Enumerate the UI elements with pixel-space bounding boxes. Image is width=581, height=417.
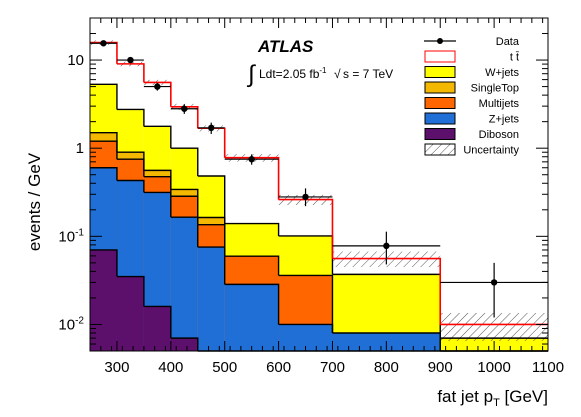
x-tick-label-0: 300 [104, 359, 129, 376]
x-tick-label-1: 400 [158, 359, 183, 376]
legend-entry-2: W+jets [424, 66, 519, 79]
legend: Data t t̄ W+jets SingleTop Multijets Z+jets Di… [424, 36, 520, 157]
bar-diboson-1 [116, 276, 144, 351]
y-tick-label-1: 1 [76, 140, 84, 157]
x-tick-label-8: 1100 [532, 359, 564, 376]
legend-swatch [424, 81, 456, 94]
legend-swatch [424, 112, 456, 125]
legend-label-0: Data [496, 36, 520, 48]
data-point-1 [127, 56, 134, 64]
data-point-4 [208, 124, 215, 132]
data-point-0 [100, 40, 107, 47]
bar-diboson-3 [170, 338, 198, 351]
axis-ticks: 300 400 500 600 700 800 900 1000 1100 10 1 10-1 10-2 [58, 17, 564, 376]
legend-label-1: t t̄ [510, 51, 520, 63]
x-tick-label-3: 600 [266, 359, 291, 376]
legend-label-5: Z+jets [489, 114, 520, 126]
legend-swatch [424, 128, 456, 140]
atlas-label: ATLAS [257, 37, 314, 56]
legend-entry-6: Diboson [424, 128, 519, 141]
x-tick-label-2: 500 [212, 359, 237, 376]
data-point-8 [490, 279, 498, 286]
data-point-6 [302, 193, 309, 201]
x-axis-label: fat jet pT [GeV] [437, 387, 548, 409]
legend-data-marker [437, 38, 443, 44]
legend-label-6: Diboson [479, 129, 519, 141]
legend-swatch-uncertainty [424, 143, 456, 156]
bar-z-jets-5 [224, 284, 279, 351]
data-point-7 [383, 242, 390, 250]
legend-swatch [424, 50, 456, 63]
legend-label-3: SingleTop [471, 83, 519, 95]
legend-swatch [424, 97, 456, 109]
x-axis-label-sub: T [493, 397, 500, 409]
bar-z-jets-3 [170, 217, 198, 351]
lumi-text: Ldt=2.05 fb-1 [259, 66, 327, 81]
plot-frame [89, 17, 549, 352]
legend-entry-5: Z+jets [424, 112, 520, 126]
bar-diboson-2 [143, 306, 171, 351]
legend-entry-4: Multijets [424, 97, 520, 110]
legend-label-4: Multijets [479, 98, 520, 110]
outline-singletop [90, 131, 226, 257]
legend-label-7: Uncertainty [463, 145, 519, 157]
y-tick-label-2: 10-1 [58, 227, 84, 245]
data-points [90, 40, 548, 318]
x-tick-label-5: 800 [374, 359, 399, 376]
energy-text: s = 7 TeV [343, 67, 393, 81]
legend-label-2: W+jets [485, 67, 519, 79]
y-axis-label: events / GeV [25, 152, 44, 251]
data-point-5 [248, 156, 255, 163]
x-tick-label-7: 1000 [477, 359, 510, 376]
legend-entry-7: Uncertainty [424, 143, 519, 157]
bar-z-jets-4 [197, 247, 225, 351]
legend-entry-3: SingleTop [424, 81, 519, 95]
sqrt-symbol: √ [334, 67, 341, 81]
x-axis-label-main: fat jet p [437, 387, 493, 406]
x-axis-label-unit: [GeV] [500, 387, 548, 406]
x-tick-label-6: 900 [428, 359, 453, 376]
data-point-3 [181, 105, 188, 112]
bar-diboson-0 [90, 249, 117, 351]
legend-entry-0: Data [424, 36, 520, 48]
legend-entry-1: t t̄ [424, 50, 520, 64]
y-tick-label-3: 10-2 [58, 315, 84, 333]
x-tick-label-4: 700 [320, 359, 345, 376]
y-tick-label-0: 10 [67, 52, 84, 69]
uncertainty-band-8 [440, 312, 548, 341]
integral-sign: ∫ [246, 61, 256, 88]
lumi-annotation: ∫ Ldt=2.05 fb-1 √ s = 7 TeV [246, 61, 393, 88]
outline-t-t- [90, 41, 548, 326]
legend-swatch [424, 66, 456, 78]
data-point-2 [154, 83, 161, 90]
